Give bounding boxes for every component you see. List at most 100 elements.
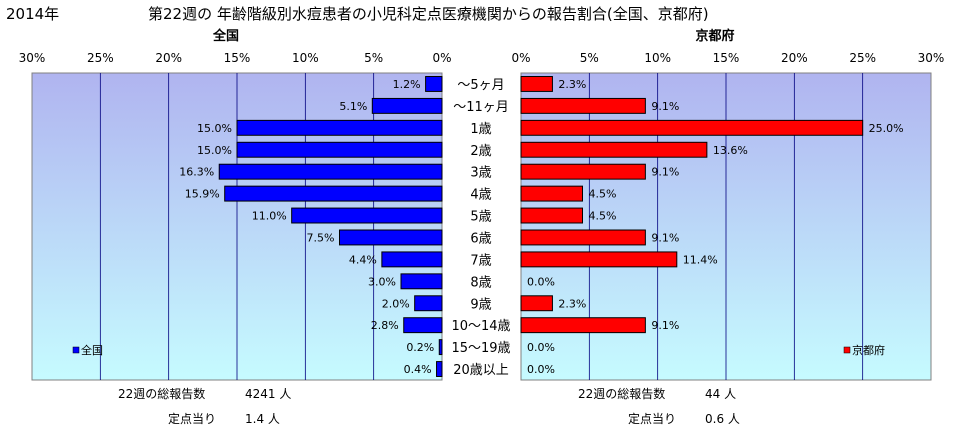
left-value-label: 16.3% bbox=[179, 166, 214, 179]
left-plot: 30% 25% 20% 15% 10% 5% 0% 1.2% 5.1% 15.0% 15.0% 16… bbox=[19, 51, 452, 381]
left-tick-labels: 30% 25% 20% 15% 10% 5% 0% bbox=[19, 51, 452, 65]
right-value-label: 9.1% bbox=[651, 100, 679, 113]
left-value-label: 1.2% bbox=[393, 78, 421, 91]
right-tick-label: 20% bbox=[781, 51, 808, 65]
year-label: 2014年 bbox=[6, 5, 59, 23]
left-value-label: 5.1% bbox=[339, 100, 367, 113]
right-bar bbox=[520, 295, 553, 312]
right-value-label: 9.1% bbox=[651, 166, 679, 179]
right-legend: 京都府 bbox=[843, 343, 885, 357]
right-tick-label: 25% bbox=[849, 51, 876, 65]
right-tick-label: 15% bbox=[713, 51, 740, 65]
category-label: 〜5ヶ月 bbox=[457, 78, 504, 93]
right-bar bbox=[520, 317, 646, 334]
right-per-site-label: 定点当り bbox=[628, 411, 676, 426]
left-value-label: 7.5% bbox=[307, 231, 335, 244]
right-value-label: 2.3% bbox=[558, 78, 586, 91]
category-label: 9歳 bbox=[470, 297, 491, 312]
left-bar bbox=[236, 119, 443, 136]
right-legend-swatch bbox=[843, 346, 851, 354]
right-value-label: 9.1% bbox=[651, 231, 679, 244]
right-bar bbox=[520, 97, 646, 114]
category-labels: 〜5ヶ月〜11ヶ月 1歳 2歳 3歳 4歳 5歳 6歳 7歳 8歳 9歳 10〜14歳 15〜19歳 2… bbox=[451, 78, 510, 378]
category-label: 8歳 bbox=[470, 275, 491, 290]
right-value-label: 9.1% bbox=[651, 319, 679, 332]
category-label: 1歳 bbox=[470, 122, 491, 137]
right-total-value: 44 人 bbox=[705, 387, 736, 401]
left-per-site-value: 1.4 人 bbox=[245, 412, 280, 426]
left-bar bbox=[414, 295, 443, 312]
right-bar bbox=[520, 229, 646, 246]
category-label: 15〜19歳 bbox=[451, 341, 510, 356]
left-total-label: 22週の総報告数 bbox=[118, 386, 205, 401]
left-footer: 22週の総報告数 4241 人 定点当り 1.4 人 bbox=[118, 386, 291, 426]
category-label: 4歳 bbox=[470, 188, 491, 203]
left-legend-label: 全国 bbox=[81, 343, 103, 357]
category-label: 20歳以上 bbox=[453, 363, 509, 378]
right-tick-labels: 0% 5% 10% 15% 20% 25% 30% bbox=[511, 51, 944, 65]
right-bar bbox=[520, 185, 583, 202]
left-bar bbox=[339, 229, 443, 246]
left-bar bbox=[425, 76, 443, 92]
left-value-label: 11.0% bbox=[252, 210, 287, 223]
category-label: 〜11ヶ月 bbox=[453, 100, 509, 115]
left-tick-label: 0% bbox=[432, 51, 451, 65]
right-value-label: 25.0% bbox=[869, 122, 904, 135]
right-bars bbox=[520, 76, 864, 334]
right-total-label: 22週の総報告数 bbox=[578, 386, 665, 401]
right-per-site-value: 0.6 人 bbox=[705, 412, 740, 426]
left-panel-title: 全国 bbox=[212, 28, 239, 44]
left-value-label: 3.0% bbox=[368, 275, 396, 288]
category-label: 7歳 bbox=[470, 253, 491, 268]
right-value-label: 2.3% bbox=[558, 297, 586, 310]
left-bar bbox=[381, 251, 443, 268]
right-bar bbox=[520, 163, 646, 180]
right-tick-label: 5% bbox=[580, 51, 599, 65]
right-tick-label: 30% bbox=[918, 51, 945, 65]
left-bars bbox=[218, 76, 443, 377]
left-bar bbox=[236, 141, 443, 158]
right-bar bbox=[520, 207, 583, 224]
left-value-label: 2.8% bbox=[371, 319, 399, 332]
right-footer: 22週の総報告数 44 人 定点当り 0.6 人 bbox=[578, 386, 740, 426]
category-label: 3歳 bbox=[470, 166, 491, 181]
right-plot: 0% 5% 10% 15% 20% 25% 30% 2.3% 9.1% 25.0% 13.6% 9.… bbox=[511, 51, 944, 381]
left-tick-label: 15% bbox=[224, 51, 251, 65]
right-bar bbox=[520, 141, 708, 158]
left-value-label: 15.9% bbox=[185, 188, 220, 201]
left-value-labels: 1.2% 5.1% 15.0% 15.0% 16.3% 15.9% 11.0% 7.5% 4.4… bbox=[179, 78, 434, 376]
right-value-label: 0.0% bbox=[527, 341, 555, 354]
left-value-label: 0.4% bbox=[404, 363, 432, 376]
left-per-site-label: 定点当り bbox=[168, 411, 216, 426]
category-label: 6歳 bbox=[470, 231, 491, 246]
left-bar bbox=[403, 317, 443, 334]
left-tick-label: 20% bbox=[155, 51, 182, 65]
left-tick-label: 30% bbox=[19, 51, 46, 65]
left-bar bbox=[400, 273, 443, 290]
left-legend-swatch bbox=[72, 346, 80, 354]
left-legend: 全国 bbox=[72, 343, 103, 357]
left-value-label: 2.0% bbox=[382, 297, 410, 310]
left-tick-label: 25% bbox=[87, 51, 114, 65]
right-value-label: 13.6% bbox=[713, 144, 748, 157]
right-tick-label: 0% bbox=[511, 51, 530, 65]
left-tick-label: 5% bbox=[364, 51, 383, 65]
left-bar bbox=[371, 97, 443, 114]
chart-title: 第22週の 年齢階級別水痘患者の小児科定点医療機関からの報告割合(全国、京都府) bbox=[148, 5, 709, 23]
left-bar bbox=[224, 185, 443, 202]
right-value-labels: 2.3% 9.1% 25.0% 13.6% 9.1% 4.5% 4.5% 9.1% 11.4% 0… bbox=[527, 78, 904, 376]
left-bar bbox=[438, 339, 443, 356]
right-bar bbox=[520, 76, 553, 92]
left-bar bbox=[218, 163, 443, 180]
category-label: 2歳 bbox=[470, 144, 491, 159]
right-tick-label: 10% bbox=[644, 51, 671, 65]
left-tick-label: 10% bbox=[292, 51, 319, 65]
left-value-label: 0.2% bbox=[406, 341, 434, 354]
right-panel-title: 京都府 bbox=[695, 28, 734, 44]
right-legend-label: 京都府 bbox=[852, 343, 885, 357]
left-bar bbox=[291, 207, 443, 224]
left-value-label: 15.0% bbox=[197, 122, 232, 135]
right-value-label: 4.5% bbox=[589, 210, 617, 223]
right-value-label: 11.4% bbox=[683, 253, 718, 266]
